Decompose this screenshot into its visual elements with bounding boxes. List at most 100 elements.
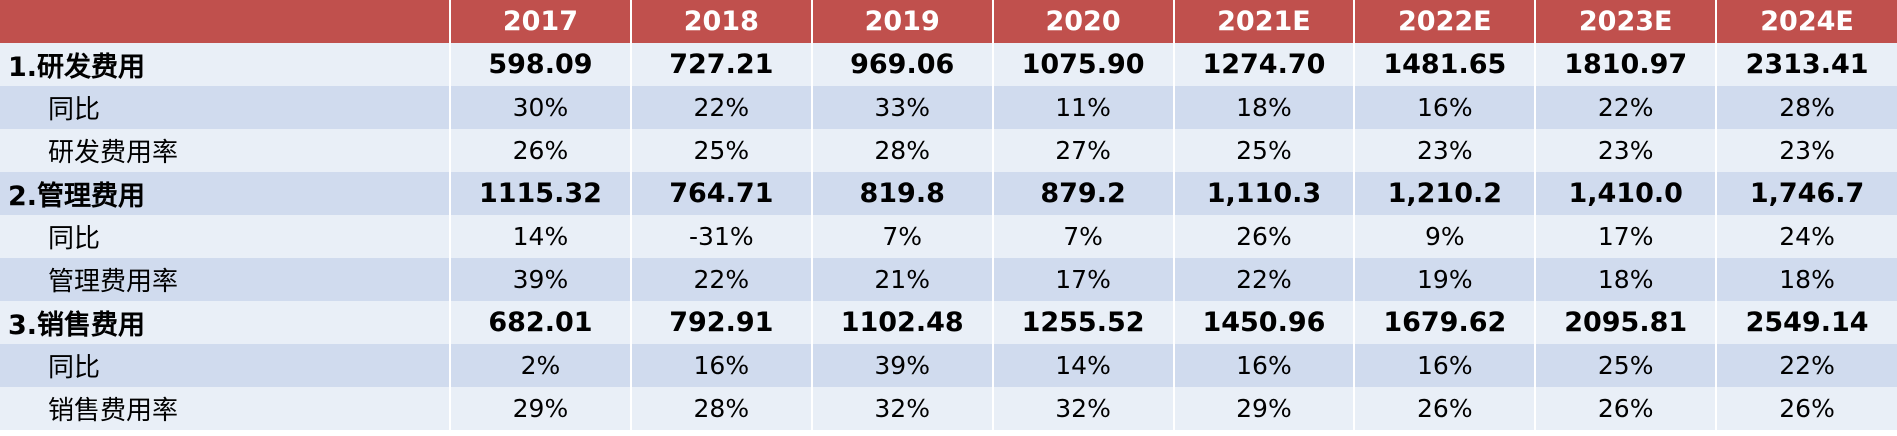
table-cell: 33% [811,86,994,129]
table-cell: 969.06 [811,43,994,86]
header-cell-label [0,0,451,43]
table-cell: 16% [1354,86,1537,129]
table-cell: 23% [1716,129,1897,172]
table-cell: 30% [450,86,632,129]
table-cell: 27% [992,129,1175,172]
row-label: 同比 [0,215,451,258]
table-cell: 879.2 [992,172,1175,215]
table-cell: 17% [992,258,1175,301]
header-cell-2021e: 2021E [1173,0,1356,43]
table-row: 研发费用率 26% 25% 28% 27% 25% 23% 23% 23% [0,129,1897,172]
table-row: 同比 14% -31% 7% 7% 26% 9% 17% 24% [0,215,1897,258]
table-row: 同比 30% 22% 33% 11% 18% 16% 22% 28% [0,86,1897,129]
table-row: 管理费用率 39% 22% 21% 17% 22% 19% 18% 18% [0,258,1897,301]
table-cell: 26% [1354,387,1537,430]
table-cell: 21% [811,258,994,301]
table-cell: 16% [630,344,813,387]
table-cell: 26% [450,129,632,172]
table-cell: 18% [1173,86,1356,129]
table-cell: 17% [1535,215,1718,258]
row-label: 研发费用率 [0,129,451,172]
table-cell: 22% [1716,344,1897,387]
table-cell: 18% [1716,258,1897,301]
table-cell: 29% [1173,387,1356,430]
table-cell: 32% [992,387,1175,430]
table-cell: 1,210.2 [1354,172,1537,215]
table-cell: 7% [992,215,1175,258]
table-cell: 16% [1354,344,1537,387]
table-cell: 598.09 [450,43,632,86]
table-cell: 7% [811,215,994,258]
table-cell: 28% [630,387,813,430]
table-cell: 32% [811,387,994,430]
header-cell-2018: 2018 [630,0,813,43]
table-cell: 682.01 [450,301,632,344]
table-cell: 14% [450,215,632,258]
header-cell-2023e: 2023E [1535,0,1718,43]
row-label: 1.研发费用 [0,43,451,86]
table-cell: 1274.70 [1173,43,1356,86]
table-cell: 26% [1535,387,1718,430]
table-cell: 25% [630,129,813,172]
table-cell: 1,746.7 [1716,172,1897,215]
table-section-row: 1.研发费用 598.09 727.21 969.06 1075.90 1274.70 14… [0,43,1897,86]
row-label: 销售费用率 [0,387,451,430]
table-cell: 22% [1173,258,1356,301]
table-cell: 1115.32 [450,172,632,215]
header-cell-2020: 2020 [992,0,1175,43]
table-cell: 2549.14 [1716,301,1897,344]
table-cell: 39% [450,258,632,301]
header-cell-2022e: 2022E [1354,0,1537,43]
row-label: 同比 [0,86,451,129]
table-cell: 2313.41 [1716,43,1897,86]
row-label: 2.管理费用 [0,172,451,215]
table-section-row: 3.销售费用 682.01 792.91 1102.48 1255.52 1450.96 1… [0,301,1897,344]
table-section-row: 2.管理费用 1115.32 764.71 819.8 879.2 1,110.3 1,21… [0,172,1897,215]
table-cell: 2095.81 [1535,301,1718,344]
table-cell: 1810.97 [1535,43,1718,86]
table-cell: 28% [811,129,994,172]
table-cell: 792.91 [630,301,813,344]
table-cell: 39% [811,344,994,387]
table-cell: 29% [450,387,632,430]
table-cell: 28% [1716,86,1897,129]
table-cell: 2% [450,344,632,387]
table-row: 同比 2% 16% 39% 14% 16% 16% 25% 22% [0,344,1897,387]
table-cell: 26% [1173,215,1356,258]
table-cell: 1,410.0 [1535,172,1718,215]
table-cell: 819.8 [811,172,994,215]
table-cell: 11% [992,86,1175,129]
table-cell: 1679.62 [1354,301,1537,344]
header-row: 2017 2018 2019 2020 2021E 2022E 2023E 20… [0,0,1897,43]
table-body: 1.研发费用 598.09 727.21 969.06 1075.90 1274.70 14… [0,43,1897,430]
header-cell-2019: 2019 [811,0,994,43]
header-cell-2017: 2017 [450,0,632,43]
table-cell: 19% [1354,258,1537,301]
table-cell: 14% [992,344,1175,387]
table-cell: 25% [1535,344,1718,387]
table-cell: 727.21 [630,43,813,86]
table-row: 销售费用率 29% 28% 32% 32% 29% 26% 26% 26% [0,387,1897,430]
table-cell: 1481.65 [1354,43,1537,86]
table-cell: 26% [1716,387,1897,430]
table-cell: 22% [630,258,813,301]
row-label: 3.销售费用 [0,301,451,344]
table-cell: 18% [1535,258,1718,301]
table-cell: 23% [1535,129,1718,172]
table-cell: 1255.52 [992,301,1175,344]
table-cell: 1102.48 [811,301,994,344]
row-label: 同比 [0,344,451,387]
row-label: 管理费用率 [0,258,451,301]
table-cell: 1075.90 [992,43,1175,86]
table-cell: 23% [1354,129,1537,172]
table-cell: 16% [1173,344,1356,387]
table-cell: 24% [1716,215,1897,258]
table-cell: 22% [630,86,813,129]
table-cell: 764.71 [630,172,813,215]
table-cell: 22% [1535,86,1718,129]
table-cell: 1,110.3 [1173,172,1356,215]
table-cell: -31% [630,215,813,258]
header-cell-2024e: 2024E [1716,0,1897,43]
table-cell: 25% [1173,129,1356,172]
